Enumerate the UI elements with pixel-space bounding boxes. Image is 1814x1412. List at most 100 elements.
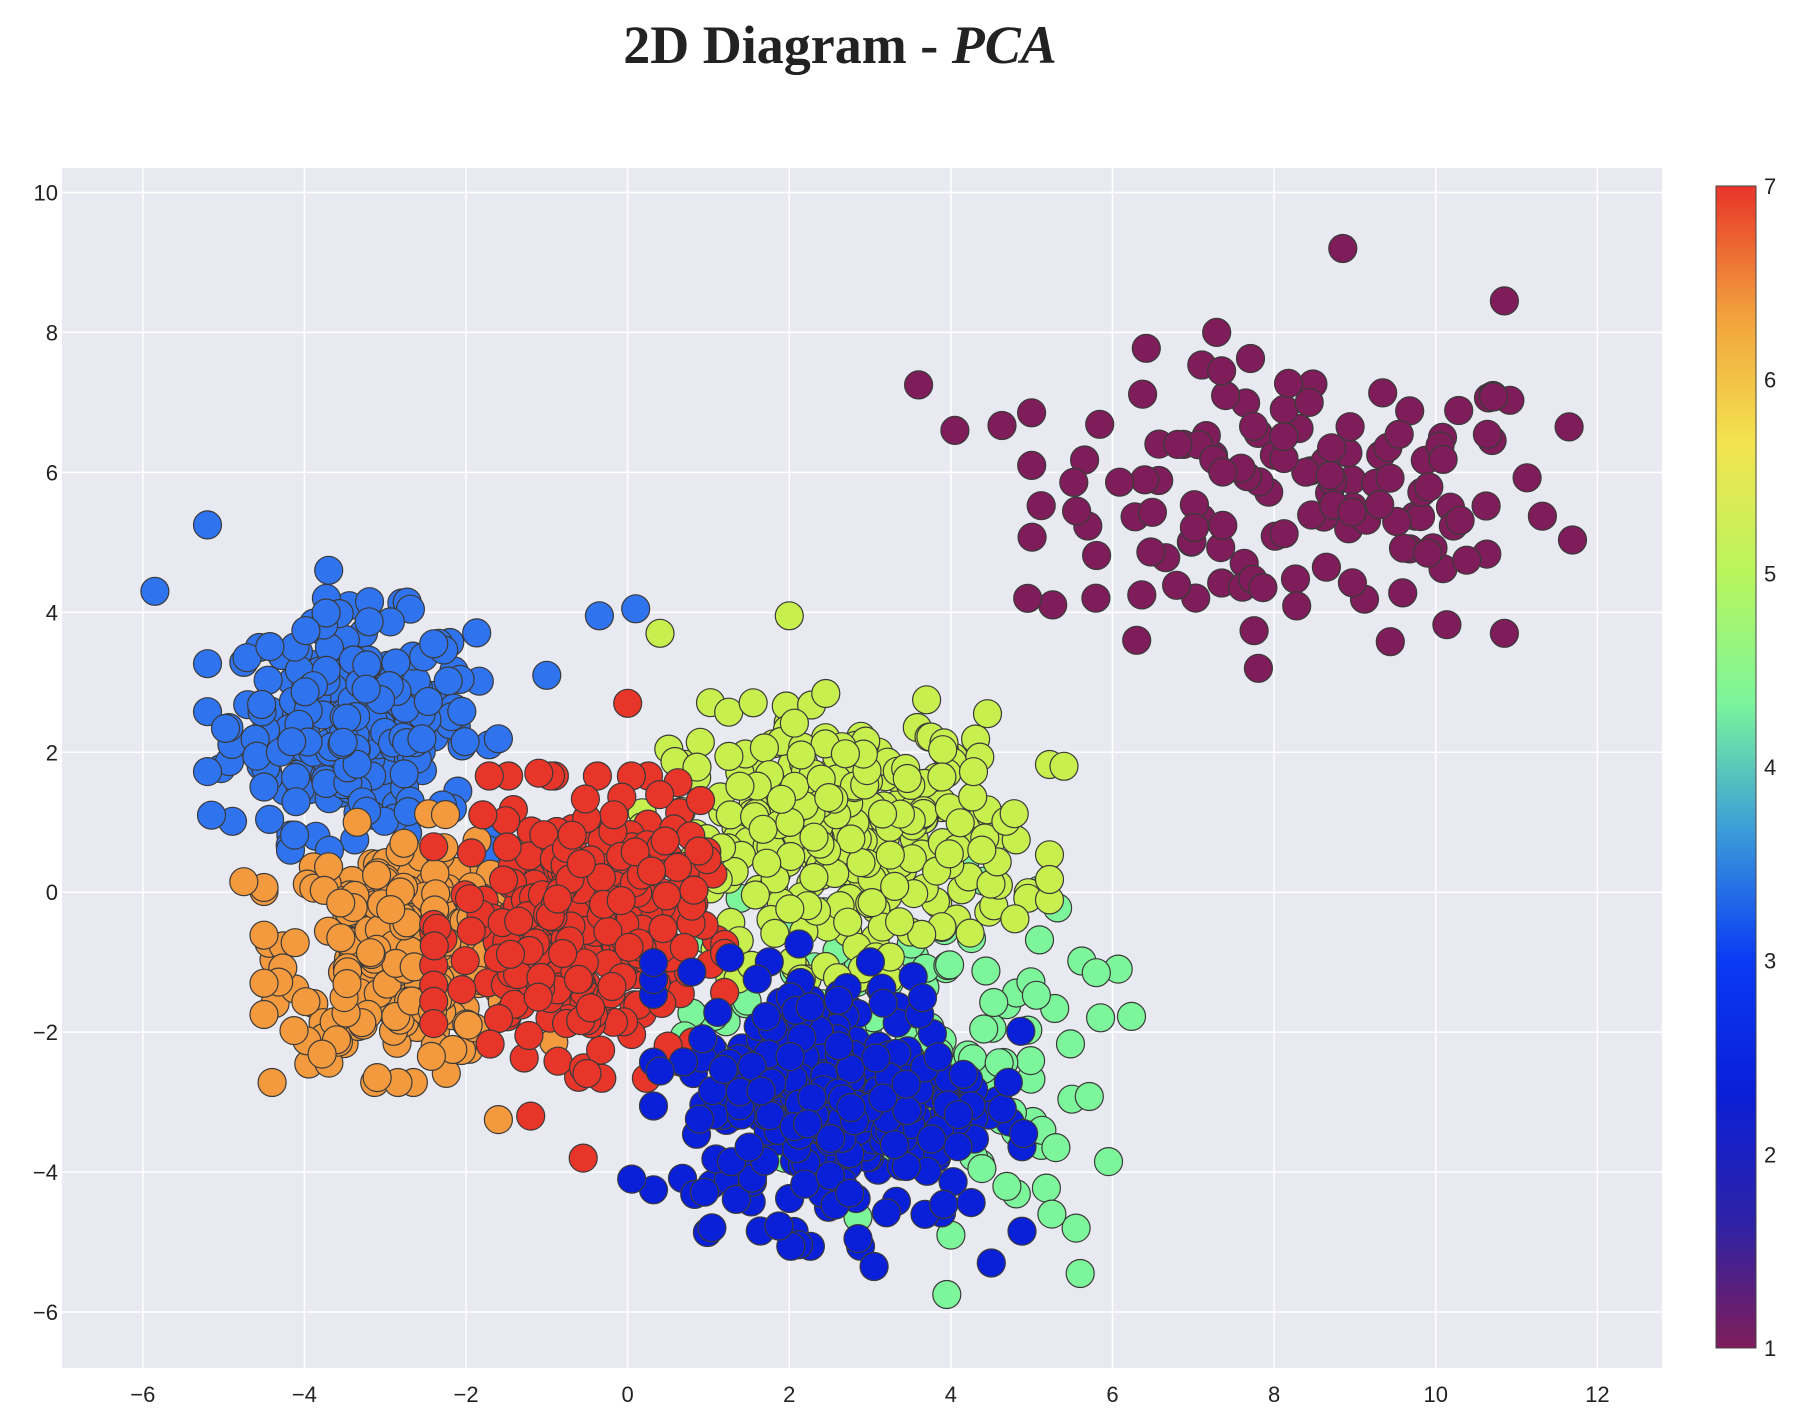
scatter-point-class-1: [1388, 533, 1419, 563]
scatter-point-class-2: [815, 1123, 846, 1154]
scatter-point-class-4: [1055, 1029, 1086, 1059]
scatter-point-class-5: [1034, 864, 1065, 895]
scatter-point-class-1: [1239, 616, 1269, 646]
scatter-point-class-5: [875, 840, 905, 870]
x-tick-label: 4: [945, 1382, 957, 1407]
scatter-point-class-3: [192, 756, 223, 787]
scatter-point-class-3: [621, 594, 651, 624]
scatter-point-class-7: [419, 832, 449, 862]
scatter-point-class-3: [280, 820, 310, 850]
scatter-point-class-5: [928, 735, 958, 765]
scatter-point-class-1: [1038, 590, 1068, 620]
scatter-point-class-2: [923, 1042, 953, 1072]
scatter-point-class-1: [1210, 381, 1241, 411]
scatter-point-class-3: [314, 555, 344, 585]
scatter-point-class-3: [342, 749, 372, 779]
scatter-point-class-1: [940, 415, 970, 445]
scatter-point-class-2: [784, 929, 814, 959]
scatter-point-class-7: [475, 1029, 505, 1059]
scatter-point-class-6: [430, 799, 461, 830]
scatter-point-class-3: [196, 800, 227, 830]
scatter-point-class-5: [955, 918, 985, 948]
scatter-point-class-7: [456, 916, 486, 946]
scatter-point-class-7: [543, 1046, 573, 1076]
scatter-point-class-5: [1049, 751, 1079, 781]
scatter-point-class-3: [311, 598, 341, 628]
scatter-point-class-5: [911, 685, 942, 715]
scatter-point-class-6: [389, 828, 419, 858]
scatter-point-class-3: [290, 677, 320, 707]
scatter-point-class-5: [685, 727, 715, 757]
scatter-point-class-5: [1034, 840, 1065, 870]
scatter-point-class-6: [342, 807, 372, 837]
scatter-point-class-2: [824, 1031, 854, 1061]
scatter-point-class-2: [943, 1132, 973, 1162]
scatter-point-class-2: [689, 1177, 720, 1207]
scatter-point-class-1: [1122, 625, 1152, 655]
scatter-point-class-2: [688, 1024, 718, 1054]
scatter-point-class-1: [1368, 378, 1398, 408]
scatter-point-class-6: [355, 938, 386, 968]
scatter-point-class-2: [815, 1161, 845, 1191]
scatter-point-class-5: [833, 907, 863, 937]
scatter-point-class-7: [450, 946, 480, 976]
scatter-point-class-4: [969, 1014, 999, 1044]
scatter-point-class-5: [740, 880, 771, 910]
scatter-point-class-2: [835, 1054, 866, 1084]
colorbar-tick-label: 1: [1764, 1336, 1776, 1361]
scatter-point-class-2: [703, 997, 733, 1028]
scatter-point-class-4: [934, 950, 965, 980]
scatter-point-class-1: [1472, 419, 1503, 449]
scatter-point-class-4: [1024, 925, 1055, 955]
scatter-point-class-7: [488, 865, 519, 895]
scatter-point-class-2: [871, 1198, 902, 1228]
scatter-point-class-2: [795, 992, 825, 1022]
scatter-point-class-3: [532, 660, 562, 690]
scatter-point-class-2: [792, 1109, 823, 1139]
scatter-point-class-6: [307, 1039, 337, 1069]
x-tick-label: −2: [453, 1382, 478, 1407]
scatter-point-class-1: [1452, 545, 1482, 575]
scatter-point-class-5: [799, 862, 829, 893]
scatter-point-class-4: [1015, 1045, 1046, 1076]
scatter-point-class-7: [650, 826, 680, 856]
chart-title-emphasis: PCA: [951, 15, 1057, 75]
scatter-point-class-7: [514, 1020, 544, 1051]
scatter-point-class-2: [993, 1067, 1023, 1098]
scatter-point-class-6: [362, 1062, 392, 1093]
scatter-point-class-6: [257, 1067, 287, 1098]
scatter-point-class-1: [1136, 537, 1166, 567]
scatter-point-class-2: [843, 1223, 873, 1254]
scatter-point-class-2: [645, 1056, 675, 1086]
scatter-point-class-1: [1131, 333, 1161, 363]
x-tick-label: 10: [1423, 1382, 1447, 1407]
scatter-point-class-6: [279, 1015, 309, 1046]
scatter-point-class-5: [945, 808, 975, 838]
scatter-point-class-6: [249, 999, 279, 1030]
scatter-point-class-2: [734, 1132, 764, 1162]
scatter-point-class-1: [1081, 540, 1112, 571]
scatter-point-class-5: [857, 887, 887, 918]
scatter-point-class-1: [1235, 343, 1266, 374]
scatter-point-class-2: [797, 1083, 827, 1113]
scatter-point-class-2: [929, 1189, 959, 1220]
scatter-point-class-1: [1375, 463, 1405, 493]
scatter-point-class-2: [677, 957, 707, 987]
scatter-point-class-3: [277, 727, 307, 757]
scatter-point-class-2: [697, 1213, 727, 1243]
scatter-point-class-4: [1065, 1258, 1095, 1289]
scatter-point-class-7: [483, 1003, 514, 1034]
scatter-point-class-3: [281, 787, 311, 817]
scatter-point-class-1: [903, 370, 934, 400]
scatter-point-class-1: [1554, 412, 1584, 442]
scatter-point-class-4: [1061, 1213, 1091, 1243]
scatter-point-class-3: [483, 724, 513, 754]
scatter-point-class-3: [433, 666, 463, 696]
scatter-point-class-2: [956, 1187, 986, 1218]
scatter-point-class-5: [715, 800, 745, 830]
y-tick-label: −6: [33, 1300, 58, 1325]
scatter-point-class-1: [1161, 570, 1192, 600]
scatter-point-class-1: [1137, 497, 1168, 527]
scatter-point-class-1: [1085, 409, 1115, 439]
scatter-point-class-5: [972, 699, 1003, 729]
